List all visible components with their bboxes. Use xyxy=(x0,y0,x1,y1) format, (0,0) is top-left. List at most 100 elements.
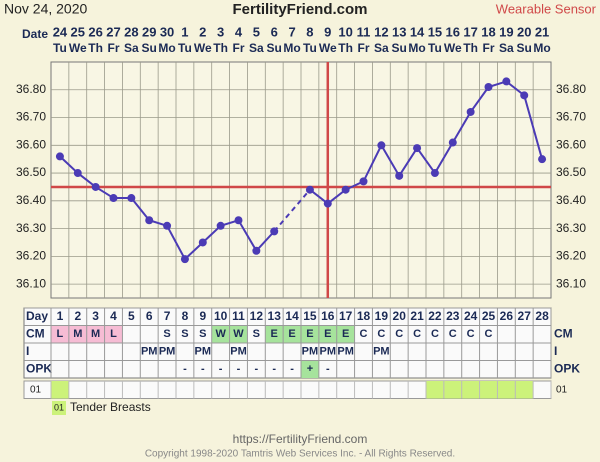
cell-text: PM xyxy=(230,346,247,358)
cell-text: C xyxy=(395,328,403,340)
cell-text: M xyxy=(73,328,82,340)
y-tick-label: 36.50 xyxy=(16,165,46,179)
weekday: We xyxy=(69,41,87,55)
date-number: 25 xyxy=(71,24,85,39)
day-number: 1 xyxy=(57,309,64,323)
cell-highlight xyxy=(301,360,319,378)
custom-mark xyxy=(426,381,444,399)
site-title: FertilityFriend.com xyxy=(232,1,367,18)
weekday: Th xyxy=(213,41,228,55)
date-number: 6 xyxy=(271,24,278,39)
cell-text: C xyxy=(485,328,493,340)
day-number: 19 xyxy=(375,309,389,323)
day-number: 28 xyxy=(535,309,549,323)
date-number: 26 xyxy=(88,24,102,39)
date-number: 15 xyxy=(428,24,442,39)
temp-point xyxy=(466,107,475,116)
y-tick-label: 36.60 xyxy=(16,137,46,151)
temp-point xyxy=(413,144,422,153)
day-number: 10 xyxy=(214,309,228,323)
date-number: 13 xyxy=(392,24,406,39)
cell-text: C xyxy=(431,328,439,340)
cell-highlight xyxy=(336,325,355,343)
cell-text: PM xyxy=(320,346,337,358)
date-number: 10 xyxy=(338,24,352,39)
y-tick-label: 36.30 xyxy=(16,221,46,235)
day-number: 6 xyxy=(146,309,153,323)
day-number: 17 xyxy=(339,309,353,323)
temp-point xyxy=(305,185,314,194)
date-number: 9 xyxy=(324,24,331,39)
cell-text: E xyxy=(306,328,313,340)
footer-copyright: Copyright 1998-2020 Tamtris Web Services… xyxy=(145,449,455,460)
day-number: 25 xyxy=(482,309,496,323)
cell-highlight xyxy=(265,325,284,343)
date-number: 18 xyxy=(481,24,495,39)
temp-point xyxy=(538,155,547,164)
cell-text: S xyxy=(199,328,206,340)
cell-text: C xyxy=(413,328,421,340)
weekday: Sa xyxy=(249,41,264,55)
cell-text: PM xyxy=(141,346,158,358)
weekday: Fr xyxy=(483,41,495,55)
date-number: 7 xyxy=(288,24,295,39)
cell-highlight xyxy=(51,325,69,343)
custom-mark xyxy=(479,381,498,399)
cell-text: - xyxy=(183,363,187,375)
temp-point xyxy=(323,199,332,208)
weekday: Mo xyxy=(408,41,425,55)
cell-highlight xyxy=(86,325,105,343)
date-number: 17 xyxy=(463,24,477,39)
cell-text: S xyxy=(181,328,188,340)
date-number: 30 xyxy=(160,24,174,39)
day-number: 14 xyxy=(285,309,299,323)
weekday: We xyxy=(194,41,212,55)
weekday: Th xyxy=(338,41,353,55)
cell-text: C xyxy=(449,328,457,340)
y-tick-label: 36.20 xyxy=(16,249,46,263)
day-number: 23 xyxy=(446,309,460,323)
row-label: OPK xyxy=(26,361,52,375)
weekday: Tu xyxy=(428,41,442,55)
cell-text: - xyxy=(326,363,330,375)
weekday: Th xyxy=(463,41,478,55)
temp-point xyxy=(359,177,368,186)
temp-point xyxy=(252,246,261,255)
day-number: 11 xyxy=(232,309,245,323)
temp-point xyxy=(430,169,439,178)
cell-text: C xyxy=(377,328,385,340)
legend-text: Tender Breasts xyxy=(70,400,151,414)
weekday: Tu xyxy=(53,41,67,55)
temp-point xyxy=(145,216,154,225)
weekday: Su xyxy=(517,41,532,55)
row-label: I xyxy=(26,344,29,358)
legend-code: 01 xyxy=(54,402,64,412)
cell-text: E xyxy=(342,328,349,340)
date-number: 28 xyxy=(124,24,138,39)
date-number: 4 xyxy=(235,24,243,39)
y-tick-label-right: 36.50 xyxy=(556,165,586,179)
chart-date: Nov 24, 2020 xyxy=(4,1,87,17)
temp-point xyxy=(448,138,457,147)
cell-text: C xyxy=(467,328,475,340)
y-tick-label: 36.80 xyxy=(16,82,46,96)
temp-point xyxy=(502,77,511,86)
date-label: Date xyxy=(22,27,48,41)
temp-point xyxy=(520,91,529,100)
day-number: 20 xyxy=(393,309,407,323)
cell-text: W xyxy=(215,328,226,340)
cell-text: E xyxy=(324,328,331,340)
cell-text: - xyxy=(290,363,294,375)
weekday: We xyxy=(444,41,462,55)
custom-mark xyxy=(51,381,69,399)
y-tick-label-right: 36.10 xyxy=(556,276,586,290)
temp-point xyxy=(234,216,243,225)
cell-highlight xyxy=(283,325,301,343)
date-number: 8 xyxy=(306,24,313,39)
weekday: Sa xyxy=(499,41,514,55)
day-number: 22 xyxy=(428,309,442,323)
weekday: Su xyxy=(142,41,157,55)
cell-text: PM xyxy=(337,346,354,358)
date-number: 27 xyxy=(106,24,120,39)
